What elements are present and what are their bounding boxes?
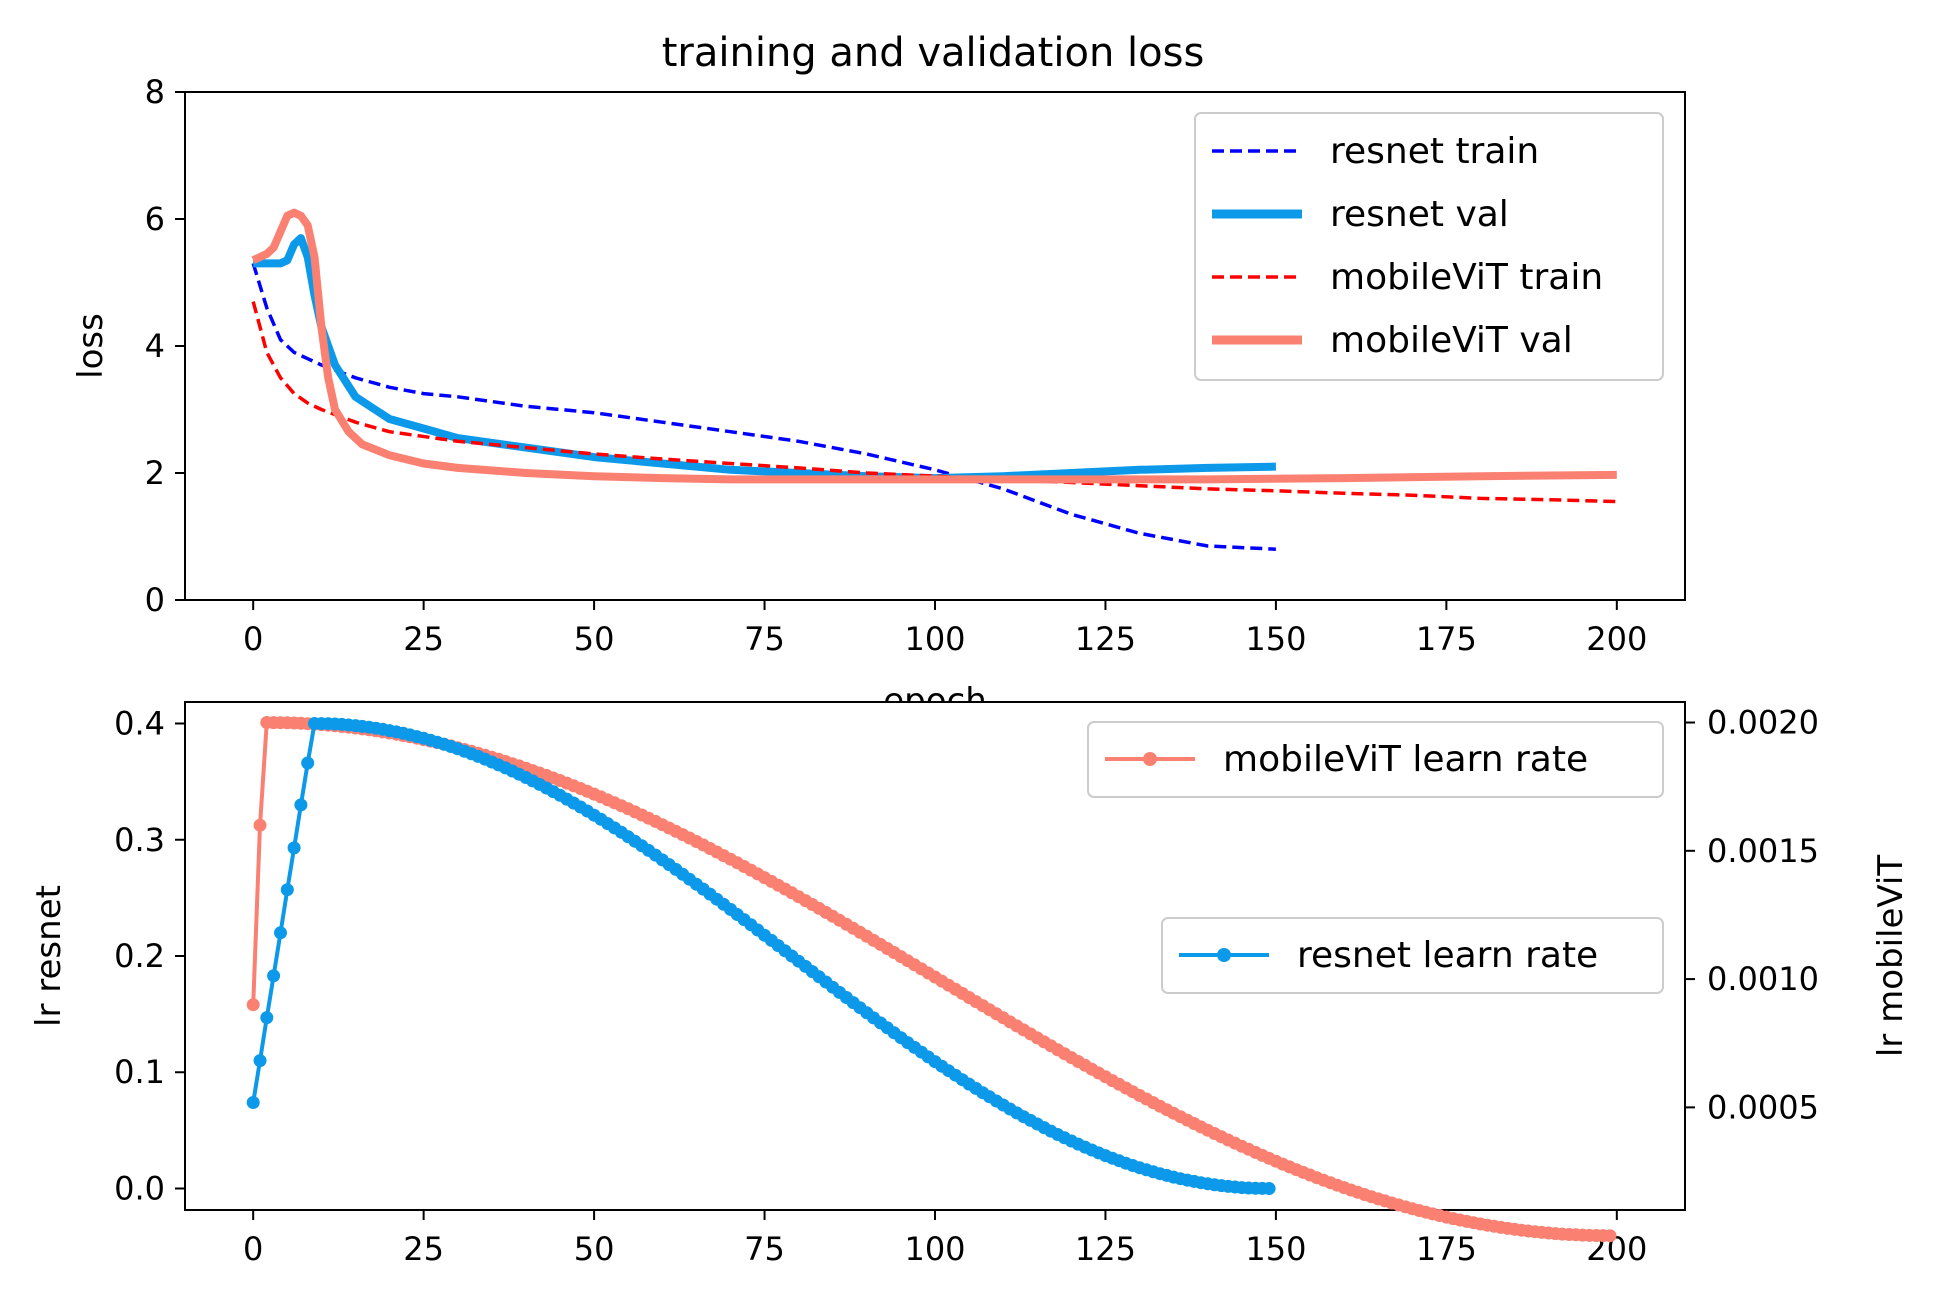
lr-x-tick-label: 75 [744,1230,785,1268]
series-mobilevit-train [251,301,1617,504]
series-mobilevit-lr-point [253,818,267,832]
lr-left-y-tick-label: 0.2 [114,937,165,975]
series-resnet-lr-point [301,756,315,770]
lr-right-y-tick-label: 0.0005 [1707,1088,1819,1126]
lr-legend-resnet: resnet learn rate [1161,917,1664,994]
series-resnet-lr-point [267,969,281,983]
loss-y-tick-label: 2 [145,454,165,492]
series-resnet-lr-point [260,1011,274,1025]
lr-right-y-axis-label: lr mobileViT [1871,855,1911,1058]
lr-series-group [246,716,1617,1243]
loss-series-group [251,208,1617,551]
loss-x-tick-label: 25 [403,620,444,658]
legend-marker-resnet-lr [1217,948,1231,962]
loss-x-tick-label: 150 [1245,620,1306,658]
loss-chart-title: training and validation loss [662,30,1205,76]
lr-axis-ticks: 0 25 50 75 100 125 150 175 2000.00.10.20.30.40.0… [114,704,1819,1268]
lr-right-y-tick-label: 0.0010 [1707,960,1819,998]
legend-label-resnet-train: resnet train [1330,131,1539,172]
loss-y-tick-label: 0 [145,581,165,619]
lr-x-tick-label: 175 [1416,1230,1477,1268]
lr-x-tick-label: 0 [243,1230,263,1268]
lr-left-y-tick-label: 0.4 [114,705,165,743]
legend-marker-mobilevit-lr [1143,752,1157,766]
loss-legend-box [1194,112,1664,381]
series-resnet-lr-point [1262,1182,1276,1195]
series-mobilevit-val [251,208,1617,484]
series-mobilevit-lr-point [1603,1229,1617,1243]
loss-x-tick-label: 0 [243,620,263,658]
series-resnet-lr-markers [246,717,1276,1195]
legend-label-mobilevit-lr: mobileViT learn rate [1223,739,1588,780]
lr-legend-resnet-box [1161,917,1664,994]
lr-left-y-tick-label: 0.3 [114,821,165,859]
series-resnet-lr-point [280,883,294,897]
loss-x-tick-label: 125 [1075,620,1136,658]
loss-legend: resnet train resnet val mobileViT train … [1194,112,1664,381]
legend-label-mobilevit-train: mobileViT train [1330,257,1603,298]
lr-left-y-axis-label: lr resnet [29,885,69,1027]
loss-axis-ticks: 0 25 50 75 100 125 150 175 200 0 2 4 6 8 [145,73,1648,658]
series-resnet-lr-point [294,798,308,812]
lr-x-tick-label: 50 [574,1230,615,1268]
loss-y-tick-label: 8 [145,73,165,111]
loss-x-tick-label: 200 [1586,620,1647,658]
loss-y-tick-label: 4 [145,327,165,365]
lr-left-y-tick-label: 0.1 [114,1053,165,1091]
series-resnet-lr-point [253,1054,267,1068]
loss-y-axis-label: loss [71,313,111,379]
lr-x-tick-label: 100 [904,1230,965,1268]
series-resnet-lr-point [246,1096,260,1109]
loss-x-tick-label: 75 [744,620,785,658]
legend-label-mobilevit-val: mobileViT val [1330,320,1573,361]
lr-right-y-tick-label: 0.0020 [1707,704,1819,742]
legend-label-resnet-val: resnet val [1330,194,1509,235]
series-resnet-val [253,234,1276,483]
loss-x-tick-label: 175 [1416,620,1477,658]
lr-left-y-tick-label: 0.0 [114,1169,165,1207]
lr-legend-mobilevit: mobileViT learn rate [1087,721,1664,798]
loss-x-tick-label: 100 [904,620,965,658]
series-resnet-train [251,262,1276,551]
loss-x-tick-label: 50 [574,620,615,658]
loss-chart: training and validation loss 0 25 50 75 100 1… [71,30,1686,721]
series-resnet-lr-point [287,841,301,855]
series-resnet-lr-point [274,926,287,940]
series-mobilevit-lr-point [246,998,260,1012]
lr-x-tick-label: 25 [403,1230,444,1268]
legend-label-resnet-lr: resnet learn rate [1297,935,1598,976]
lr-x-tick-label: 150 [1245,1230,1306,1268]
loss-y-tick-label: 6 [145,200,165,238]
lr-legend-mobilevit-box [1087,721,1664,798]
lr-chart: 0 25 50 75 100 125 150 175 2000.00.10.20.30.40.0… [29,701,1911,1268]
lr-x-tick-label: 125 [1075,1230,1136,1268]
lr-right-y-tick-label: 0.0015 [1707,832,1819,870]
